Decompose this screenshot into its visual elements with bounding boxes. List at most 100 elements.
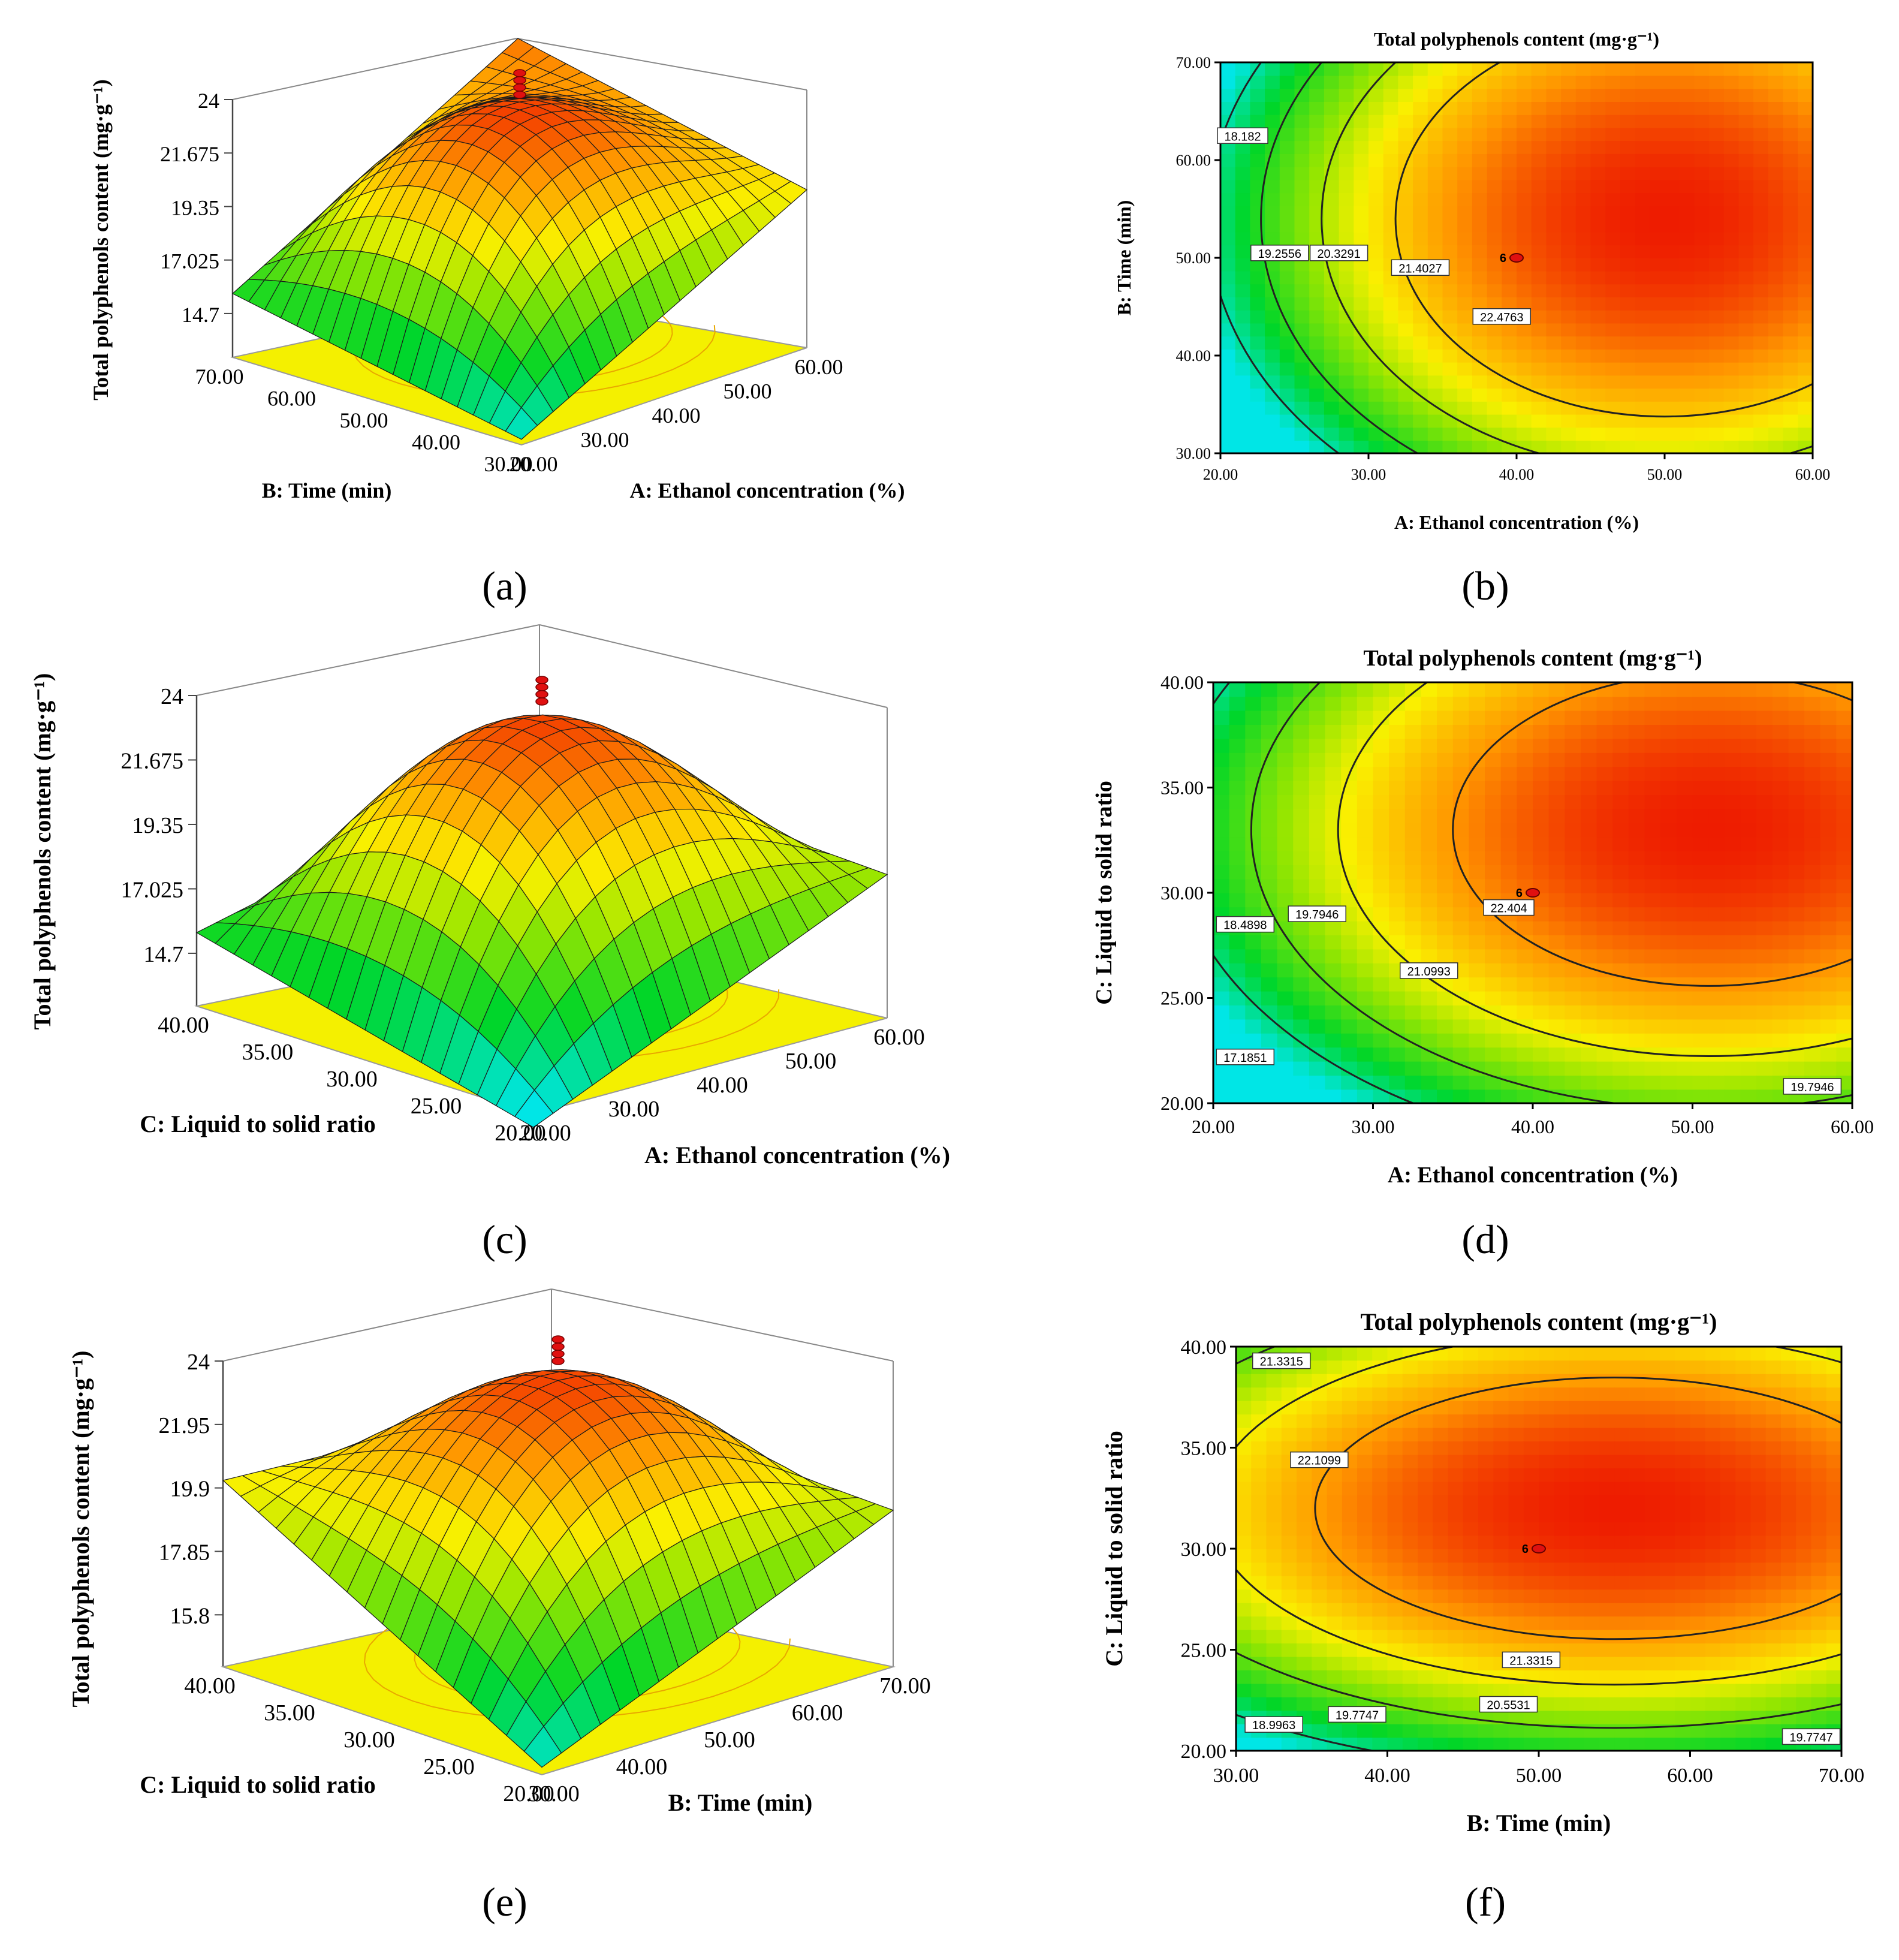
heatmap-cell — [1265, 75, 1280, 89]
heatmap-cell — [1339, 349, 1355, 363]
heatmap-cell — [1820, 836, 1837, 851]
heatmap-cell — [1266, 1629, 1282, 1644]
heatmap-cell — [1354, 258, 1369, 272]
heatmap-cell — [1753, 297, 1769, 311]
heatmap-cell — [1660, 1616, 1676, 1630]
heatmap-cell — [1539, 1683, 1555, 1697]
heatmap-cell — [1724, 1005, 1741, 1020]
heatmap-cell — [1720, 1697, 1737, 1711]
heatmap-cell — [1665, 427, 1680, 441]
heatmap-cell — [1442, 101, 1458, 115]
heatmap-cell — [1679, 440, 1695, 453]
heatmap-cell — [1709, 414, 1725, 428]
heatmap-cell — [1765, 1535, 1782, 1549]
heatmap-cell — [1546, 140, 1562, 154]
heatmap-cell — [1753, 192, 1769, 206]
heatmap-cell — [1469, 682, 1485, 697]
heatmap-cell — [1502, 231, 1517, 246]
heatmap-cell — [1783, 270, 1799, 285]
heatmap-cell — [1427, 179, 1443, 194]
heatmap-cell — [1690, 1495, 1706, 1509]
heatmap-cell — [1293, 1089, 1310, 1103]
heatmap-cell — [1339, 101, 1355, 115]
heatmap-cell — [1339, 153, 1355, 167]
heatmap-cell — [1236, 1360, 1252, 1374]
heatmap-cell — [1584, 1347, 1600, 1361]
heatmap-cell — [1753, 414, 1769, 428]
heatmap-cell — [1469, 696, 1485, 711]
heatmap-cell — [1472, 349, 1488, 363]
heatmap-cell — [1342, 1602, 1358, 1617]
heatmap-cell — [1738, 192, 1754, 206]
heatmap-cell — [1402, 1643, 1418, 1657]
heatmap-cell — [1580, 907, 1597, 922]
heatmap-cell — [1724, 907, 1741, 922]
heatmap-cell — [1372, 1481, 1388, 1495]
heatmap-cell — [1644, 794, 1661, 809]
heatmap-cell — [1469, 878, 1485, 893]
heatmap-cell — [1708, 1089, 1725, 1103]
heatmap-cell — [1437, 1019, 1454, 1034]
heatmap-cell — [1421, 949, 1437, 964]
heatmap-cell — [1569, 1589, 1585, 1603]
heatmap-cell — [1418, 1549, 1434, 1563]
heatmap-cell — [1469, 823, 1485, 838]
heatmap-cell — [1569, 1400, 1585, 1415]
heatmap-cell — [1437, 682, 1454, 697]
heatmap-cell — [1421, 696, 1437, 711]
heatmap-cell — [1309, 75, 1325, 89]
surface-cell — [505, 407, 538, 440]
heatmap-cell — [1584, 1602, 1600, 1617]
heatmap-cell — [1220, 218, 1236, 233]
heatmap-cell — [1354, 388, 1369, 402]
heatmap-cell — [1692, 780, 1709, 795]
heatmap-cell — [1644, 780, 1661, 795]
heatmap-cell — [1404, 724, 1422, 739]
contour-label-box — [1244, 1716, 1303, 1733]
heatmap-cell — [1357, 1522, 1373, 1536]
heatmap-cell — [1357, 1061, 1374, 1076]
heatmap-cell — [1590, 323, 1606, 337]
heatmap-cell — [1369, 375, 1384, 389]
heatmap-cell — [1354, 375, 1369, 389]
heatmap-cell — [1235, 309, 1251, 324]
heatmap-cell — [1387, 1737, 1403, 1751]
heatmap-cell — [1523, 1495, 1539, 1509]
heatmap-cell — [1469, 920, 1485, 935]
heatmap-cell — [1565, 808, 1581, 823]
heatmap-cell — [1357, 836, 1374, 851]
heatmap-cell — [1517, 192, 1532, 206]
heatmap-cell — [1325, 738, 1342, 753]
heatmap-cell — [1389, 1061, 1406, 1076]
heatmap-cell — [1404, 850, 1422, 865]
heatmap-cell — [1705, 1643, 1721, 1657]
heatmap-cell — [1442, 427, 1458, 441]
heatmap-cell — [1740, 850, 1757, 865]
heatmap-cell — [1294, 140, 1310, 154]
heatmap-cell — [1644, 1033, 1661, 1048]
heatmap-cell — [1452, 1019, 1470, 1034]
heatmap-cell — [1720, 1549, 1737, 1563]
heatmap-cell — [1665, 362, 1680, 376]
heatmap-cell — [1502, 192, 1517, 206]
heatmap-cell — [1327, 1575, 1343, 1590]
heatmap-cell — [1485, 1047, 1502, 1062]
heatmap-cell — [1325, 1019, 1342, 1034]
heatmap-cell — [1281, 1508, 1297, 1522]
x-axis-title: A: Ethanol concentration (%) — [644, 1142, 950, 1169]
heatmap-cell — [1387, 1427, 1403, 1442]
heatmap-cell — [1493, 1481, 1509, 1495]
heatmap-cell — [1676, 920, 1693, 935]
heatmap-cell — [1796, 1427, 1812, 1442]
heatmap-cell — [1750, 1683, 1767, 1697]
heatmap-cell — [1413, 245, 1428, 258]
heatmap-cell — [1612, 1075, 1629, 1090]
heatmap-cell — [1293, 963, 1310, 978]
heatmap-cell — [1502, 297, 1517, 311]
heatmap-cell — [1437, 724, 1454, 739]
heatmap-cell — [1469, 1089, 1485, 1103]
heatmap-cell — [1635, 258, 1651, 272]
heatmap-cell — [1781, 1414, 1797, 1428]
heatmap-cell — [1354, 206, 1369, 219]
heatmap-cell — [1236, 1656, 1252, 1670]
